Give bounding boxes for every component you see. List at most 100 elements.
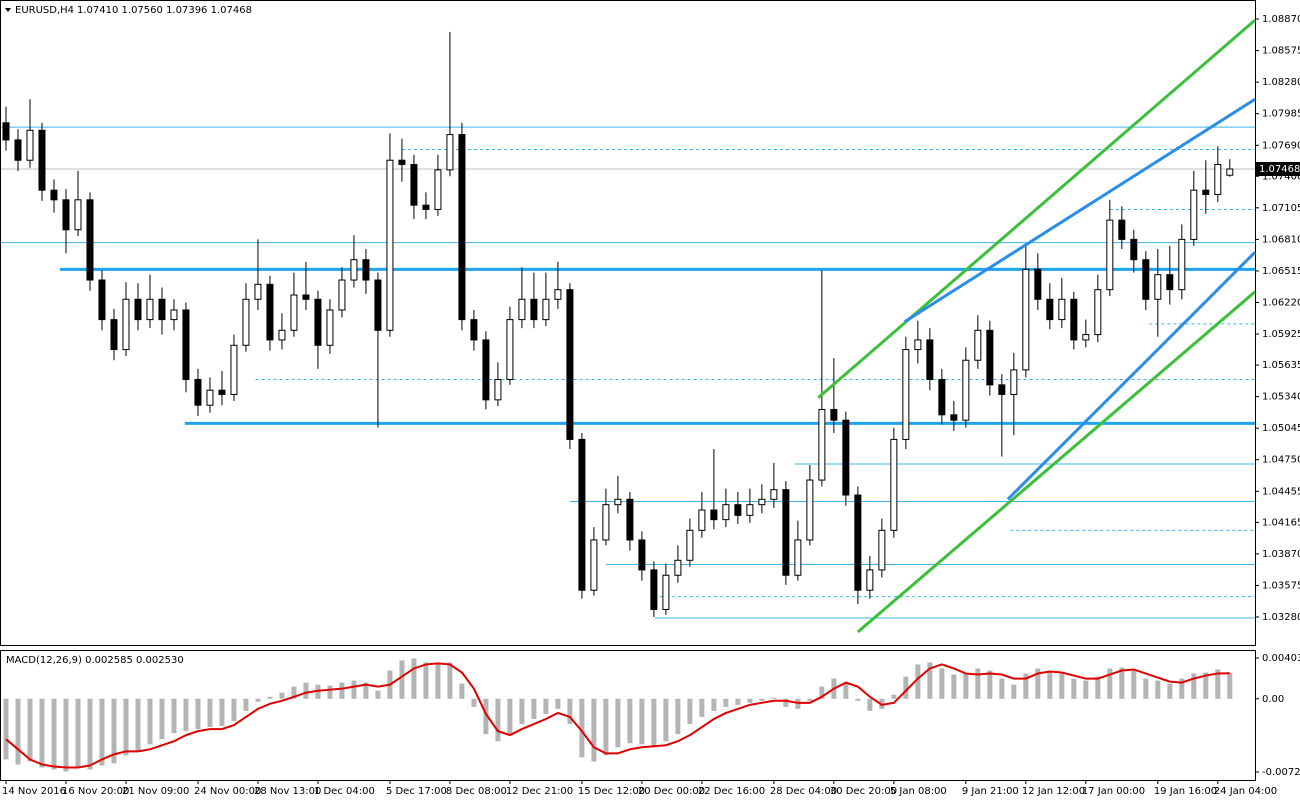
macd-bar [39, 698, 45, 768]
macd-bar [555, 698, 561, 709]
candle-body [650, 569, 658, 610]
candle-body [62, 199, 70, 231]
macd-bar [615, 698, 621, 748]
macd-bar [579, 698, 585, 758]
candle-body [110, 319, 118, 351]
y-tick-label: 1.07105 [1262, 203, 1300, 214]
macd-bar [675, 698, 681, 735]
macd-bar [1167, 683, 1173, 699]
candle-body [98, 279, 106, 321]
price-tag [1256, 162, 1300, 177]
macd-bar [447, 662, 453, 699]
candle-body [470, 319, 478, 341]
candle-body [218, 389, 226, 395]
x-tick-label: 5 Jan 08:00 [890, 786, 947, 797]
macd-bar [1047, 671, 1053, 699]
candle-body [554, 289, 562, 300]
candle-body [422, 204, 430, 210]
macd-bar [339, 682, 345, 699]
macd-bar [627, 698, 633, 744]
current-price-label: 1.07468 [1259, 164, 1300, 175]
macd-bar [531, 698, 537, 719]
candle-body [662, 574, 670, 610]
candle-body [434, 169, 442, 210]
macd-bar [1011, 684, 1017, 699]
macd-bar [483, 698, 489, 735]
candle-body [878, 529, 886, 571]
macd-bar [1215, 669, 1221, 699]
candle-body [26, 129, 34, 161]
candle-body [998, 384, 1006, 395]
macd-bar [1059, 673, 1065, 699]
candle-body [698, 509, 706, 531]
y-tick-label: 1.07690 [1262, 140, 1300, 151]
candle-body [338, 279, 346, 311]
y-tick-label: 0.004036 [1262, 653, 1300, 664]
x-tick-label: 22 Dec 16:00 [698, 786, 765, 797]
x-tick-label: 15 Dec 12:00 [578, 786, 645, 797]
macd-bar [1095, 676, 1101, 699]
macd-bar [63, 698, 69, 772]
macd-bar [303, 682, 309, 699]
trend-line [903, 97, 1256, 324]
macd-bar [1179, 678, 1185, 699]
x-tick-label: 12 Jan 12:00 [1022, 786, 1085, 797]
macd-bar [1071, 678, 1077, 699]
trend-line [1006, 251, 1257, 501]
macd-bar [711, 698, 717, 711]
candle-body [914, 339, 922, 351]
x-tick-label: 30 Dec 20:00 [830, 786, 897, 797]
candle-body [146, 298, 154, 321]
x-tick-label: 24 Nov 00:00 [194, 786, 261, 797]
macd-bar [351, 680, 357, 699]
macd-bar [735, 698, 741, 705]
macd-bar [375, 690, 381, 699]
macd-bar [1203, 672, 1209, 699]
x-tick-label: 14 Nov 2016 [2, 786, 66, 797]
macd-bar [219, 698, 225, 727]
candle-body [1166, 274, 1174, 291]
macd-bar [603, 698, 609, 756]
candle-body [722, 504, 730, 521]
candle-body [182, 309, 190, 381]
candle-body [950, 414, 958, 421]
candle-body [890, 438, 898, 531]
candle-body [1070, 298, 1078, 341]
y-tick-label: 1.08870 [1262, 14, 1300, 25]
macd-bar [783, 698, 789, 707]
candle-body [578, 438, 586, 591]
y-tick-label: 1.06810 [1262, 234, 1300, 245]
macd-bar [1023, 673, 1029, 699]
macd-bar [963, 673, 969, 699]
candle-body [1022, 268, 1030, 371]
candle-body [686, 529, 694, 561]
y-tick-label: 1.04750 [1262, 455, 1300, 466]
candle-body [170, 309, 178, 321]
macd-bar [1107, 668, 1113, 699]
candle-body [410, 164, 418, 206]
macd-bar [699, 698, 705, 717]
macd-bar [651, 698, 657, 748]
macd-bar [291, 686, 297, 699]
macd-bar [519, 698, 525, 725]
candle-body [278, 329, 286, 341]
candle-body [386, 159, 394, 331]
candle-body [866, 569, 874, 591]
candle-body [818, 408, 826, 481]
candle-body [398, 159, 406, 166]
y-tick-label: 1.03280 [1262, 612, 1300, 623]
candle-body [1154, 274, 1162, 300]
macd-bar [75, 698, 81, 768]
macd-bar [915, 664, 921, 699]
candle-body [290, 294, 298, 331]
x-tick-label: 28 Dec 04:00 [770, 786, 837, 797]
macd-bar [171, 698, 177, 734]
x-tick-label: 12 Dec 21:00 [506, 786, 573, 797]
symbol-menu-arrow[interactable] [5, 8, 11, 12]
candle-body [782, 489, 790, 576]
macd-bar [435, 663, 441, 699]
macd-bar [891, 694, 897, 699]
macd-bar [459, 683, 465, 699]
candle-body [902, 349, 910, 440]
candle-body [830, 408, 838, 421]
